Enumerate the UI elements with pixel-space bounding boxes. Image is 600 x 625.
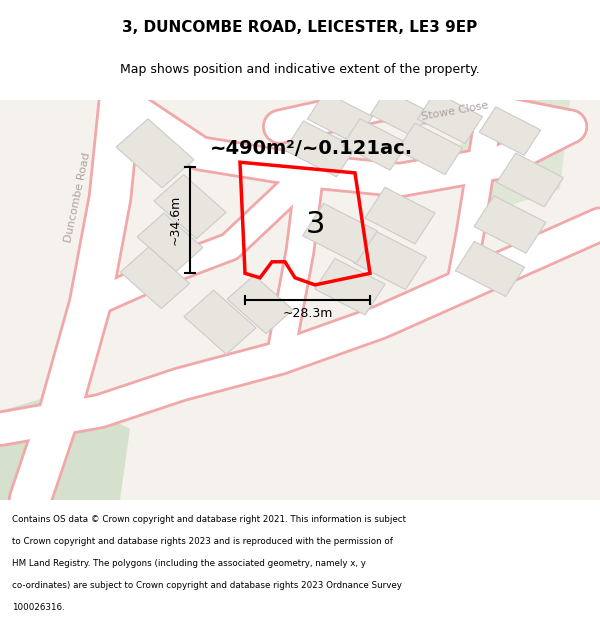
Polygon shape xyxy=(116,119,194,188)
Text: 100026316.: 100026316. xyxy=(12,602,65,611)
Text: to Crown copyright and database rights 2023 and is reproduced with the permissio: to Crown copyright and database rights 2… xyxy=(12,537,393,546)
Polygon shape xyxy=(137,213,203,271)
Text: HM Land Registry. The polygons (including the associated geometry, namely x, y: HM Land Registry. The polygons (includin… xyxy=(12,559,366,568)
Polygon shape xyxy=(455,241,524,296)
Text: 3: 3 xyxy=(305,210,325,239)
Polygon shape xyxy=(284,121,355,177)
Polygon shape xyxy=(460,100,570,216)
Text: ~28.3m: ~28.3m xyxy=(283,307,332,320)
Polygon shape xyxy=(397,123,463,174)
Polygon shape xyxy=(315,258,385,315)
Polygon shape xyxy=(227,275,293,334)
Text: Map shows position and indicative extent of the property.: Map shows position and indicative extent… xyxy=(120,64,480,76)
Text: Duncombe Road: Duncombe Road xyxy=(64,152,92,244)
Polygon shape xyxy=(353,231,427,289)
Polygon shape xyxy=(307,92,373,144)
Text: 3, DUNCOMBE ROAD, LEICESTER, LE3 9EP: 3, DUNCOMBE ROAD, LEICESTER, LE3 9EP xyxy=(122,21,478,36)
Polygon shape xyxy=(418,92,482,144)
Polygon shape xyxy=(474,196,546,253)
Polygon shape xyxy=(370,90,430,137)
Polygon shape xyxy=(479,107,541,156)
Text: Contains OS data © Crown copyright and database right 2021. This information is : Contains OS data © Crown copyright and d… xyxy=(12,515,406,524)
Polygon shape xyxy=(0,393,130,500)
Text: co-ordinates) are subject to Crown copyright and database rights 2023 Ordnance S: co-ordinates) are subject to Crown copyr… xyxy=(12,581,402,589)
Polygon shape xyxy=(365,188,435,244)
Polygon shape xyxy=(343,119,407,170)
Polygon shape xyxy=(121,247,190,309)
Polygon shape xyxy=(0,100,600,500)
Text: ~34.6m: ~34.6m xyxy=(169,195,182,245)
Polygon shape xyxy=(497,153,563,207)
Polygon shape xyxy=(302,203,377,263)
Text: ~490m²/~0.121ac.: ~490m²/~0.121ac. xyxy=(210,139,413,158)
Polygon shape xyxy=(154,174,226,239)
Polygon shape xyxy=(184,290,256,354)
Text: Stowe Close: Stowe Close xyxy=(421,100,490,121)
